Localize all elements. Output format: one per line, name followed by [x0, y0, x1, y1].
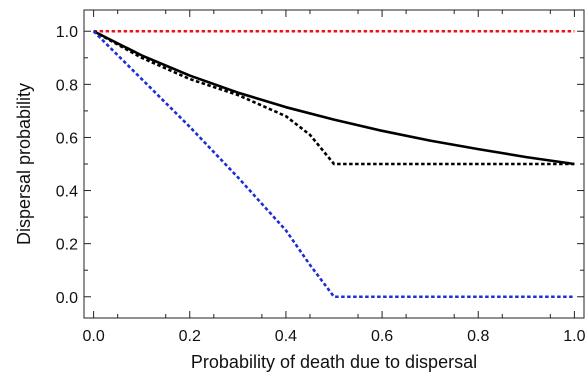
axis-ticks — [84, 10, 584, 318]
series-line-3 — [92, 30, 575, 299]
series-layer — [92, 29, 575, 299]
y-tick-label: 1.0 — [56, 24, 78, 41]
x-tick-label: 0.0 — [82, 328, 104, 345]
y-tick-label: 0.2 — [56, 237, 78, 254]
y-tick-label: 0.6 — [56, 130, 78, 147]
x-axis-label: Probability of death due to dispersal — [191, 352, 477, 372]
x-tick-label: 0.2 — [179, 328, 201, 345]
x-tick-label: 0.6 — [371, 328, 393, 345]
series-line-2 — [92, 30, 575, 166]
x-tick-label: 0.8 — [467, 328, 489, 345]
tick-labels: 0.0 0.2 0.4 0.6 0.8 1.0 0.0 0.2 0.4 0.6 0.8 1.0 — [56, 24, 586, 345]
y-axis-label: Dispersal probability — [14, 83, 34, 245]
x-tick-label: 0.4 — [275, 328, 297, 345]
y-tick-label: 0.4 — [56, 184, 78, 201]
series-line-1 — [93, 30, 575, 166]
x-tick-label: 1.0 — [563, 328, 585, 345]
y-tick-label: 0.0 — [56, 290, 78, 307]
y-tick-label: 0.8 — [56, 77, 78, 94]
